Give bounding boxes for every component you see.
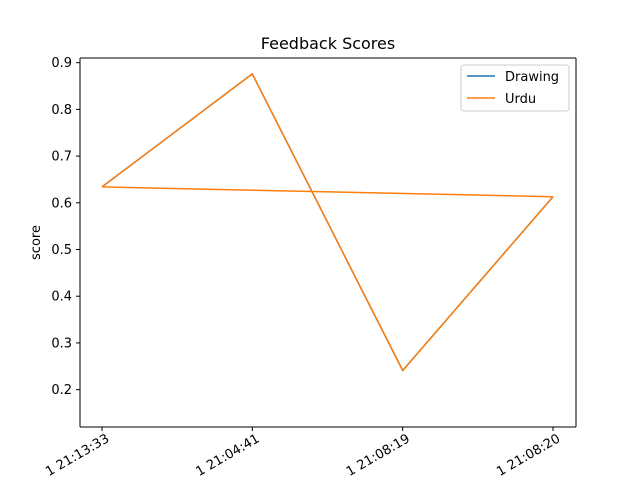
y-tick-label: 0.7 (51, 150, 72, 165)
series-layer (101, 73, 554, 372)
y-tick-label: 0.6 (51, 196, 72, 211)
legend-label-urdu: Urdu (505, 92, 536, 107)
series-line-urdu (101, 73, 554, 372)
y-tick-label: 0.4 (51, 290, 72, 305)
y-ticks: 0.2 0.3 0.4 0.5 0.6 0.7 0.8 0.9 (51, 56, 80, 398)
y-tick-label: 0.2 (51, 383, 72, 398)
legend: Drawing Urdu (460, 64, 570, 112)
y-tick-label: 0.5 (51, 243, 72, 258)
plot-area (80, 58, 576, 427)
y-tick-label: 0.8 (51, 103, 72, 118)
legend-label-drawing: Drawing (505, 70, 559, 85)
axes-layer (79, 57, 577, 428)
series-segment-urdu (101, 186, 554, 198)
y-axis-label: score (29, 225, 44, 260)
chart-title: Feedback Scores (261, 34, 395, 53)
y-tick-label: 0.9 (51, 56, 72, 71)
y-tick-label: 0.3 (51, 336, 72, 351)
